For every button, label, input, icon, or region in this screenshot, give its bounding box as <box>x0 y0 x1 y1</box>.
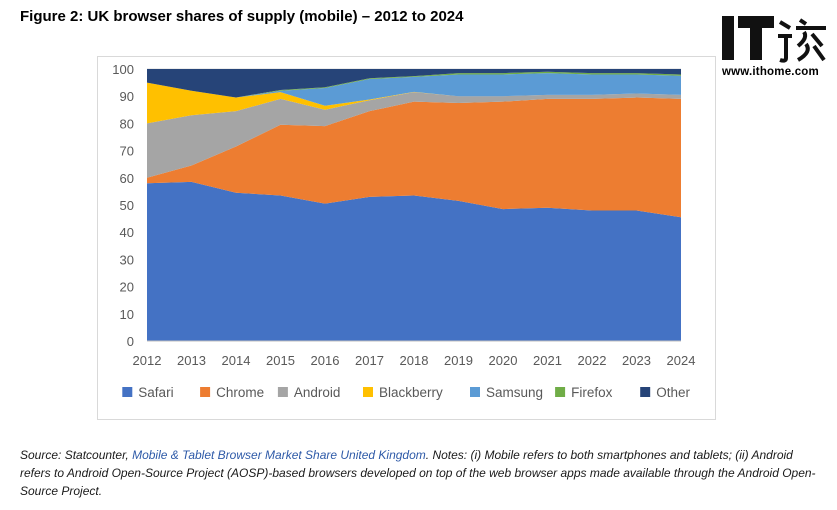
legend-item-android[interactable]: Android <box>277 385 341 400</box>
legend-swatch <box>470 387 480 397</box>
source-link[interactable]: Mobile & Tablet Browser Market Share Uni… <box>132 448 426 462</box>
y-tick-label: 80 <box>120 116 134 131</box>
legend-item-chrome[interactable]: Chrome <box>200 385 264 400</box>
x-tick-label: 2016 <box>311 353 340 368</box>
y-tick-label: 90 <box>120 89 134 104</box>
legend-swatch <box>555 387 566 397</box>
area-blackberry <box>147 82 681 124</box>
area-other <box>147 69 681 98</box>
legend-item-samsung[interactable]: Samsung <box>470 385 543 400</box>
legend-item-blackberry[interactable]: Blackberry <box>363 385 443 400</box>
x-tick-label: 2012 <box>133 353 162 368</box>
x-tick-label: 2015 <box>266 353 295 368</box>
x-tick-label: 2023 <box>622 353 651 368</box>
x-tick-label: 2013 <box>177 353 206 368</box>
legend-label: Samsung <box>486 385 543 400</box>
legend-label: Android <box>294 385 341 400</box>
y-tick-label: 10 <box>120 307 134 322</box>
area-samsung <box>147 73 681 106</box>
y-tick-label: 60 <box>120 171 134 186</box>
legend-label: Safari <box>138 385 173 400</box>
x-tick-label: 2017 <box>355 353 384 368</box>
area-firefox <box>147 71 681 98</box>
legend-label: Other <box>656 385 690 400</box>
x-tick-label: 2024 <box>667 353 696 368</box>
legend-swatch <box>640 387 651 397</box>
legend-item-other[interactable]: Other <box>640 385 690 400</box>
source-note: Source: Statcounter, Mobile & Tablet Bro… <box>20 446 820 500</box>
y-tick-label: 0 <box>127 334 134 349</box>
y-tick-label: 70 <box>120 144 134 159</box>
area-android <box>147 92 681 178</box>
legend: Safari Chrome Android Blackberry Samsung Fire… <box>122 385 690 400</box>
source-prefix: Source: Statcounter, <box>20 448 133 462</box>
x-tick-labels: 2012 2013 2014 2015 2016 2017 2018 2019 2020 2021… <box>133 353 696 368</box>
y-tick-labels: 0 10 20 30 40 50 60 70 80 90 100 <box>112 62 134 349</box>
x-tick-label: 2019 <box>444 353 473 368</box>
area-series <box>147 69 681 342</box>
x-tick-label: 2020 <box>489 353 518 368</box>
area-chrome <box>147 97 681 218</box>
legend-swatch <box>363 387 373 397</box>
x-tick-label: 2018 <box>400 353 429 368</box>
y-tick-label: 100 <box>112 62 134 77</box>
y-tick-label: 20 <box>120 280 134 295</box>
legend-item-safari[interactable]: Safari <box>122 385 174 400</box>
legend-label: Blackberry <box>379 385 443 400</box>
legend-label: Firefox <box>571 385 613 400</box>
ithome-logo <box>722 16 826 63</box>
legend-swatch <box>200 387 211 397</box>
legend-swatch <box>122 387 133 397</box>
figure-title: Figure 2: UK browser shares of supply (m… <box>20 8 464 25</box>
source-notes: . Notes: (i) Mobile refers to both smart… <box>20 448 816 498</box>
x-tick-label: 2014 <box>222 353 251 368</box>
x-tick-label: 2021 <box>533 353 562 368</box>
logo-url: www.ithome.com <box>722 66 819 78</box>
legend-swatch <box>277 387 288 397</box>
y-tick-label: 30 <box>120 252 134 267</box>
y-tick-label: 50 <box>120 198 134 213</box>
x-tick-label: 2022 <box>578 353 607 368</box>
legend-item-firefox[interactable]: Firefox <box>555 385 613 400</box>
chart-container: 0 10 20 30 40 50 60 70 80 90 100 2012 2013 2014 2015 2… <box>97 56 716 420</box>
area-safari <box>147 181 681 341</box>
legend-label: Chrome <box>216 385 264 400</box>
y-tick-label: 40 <box>120 225 134 240</box>
